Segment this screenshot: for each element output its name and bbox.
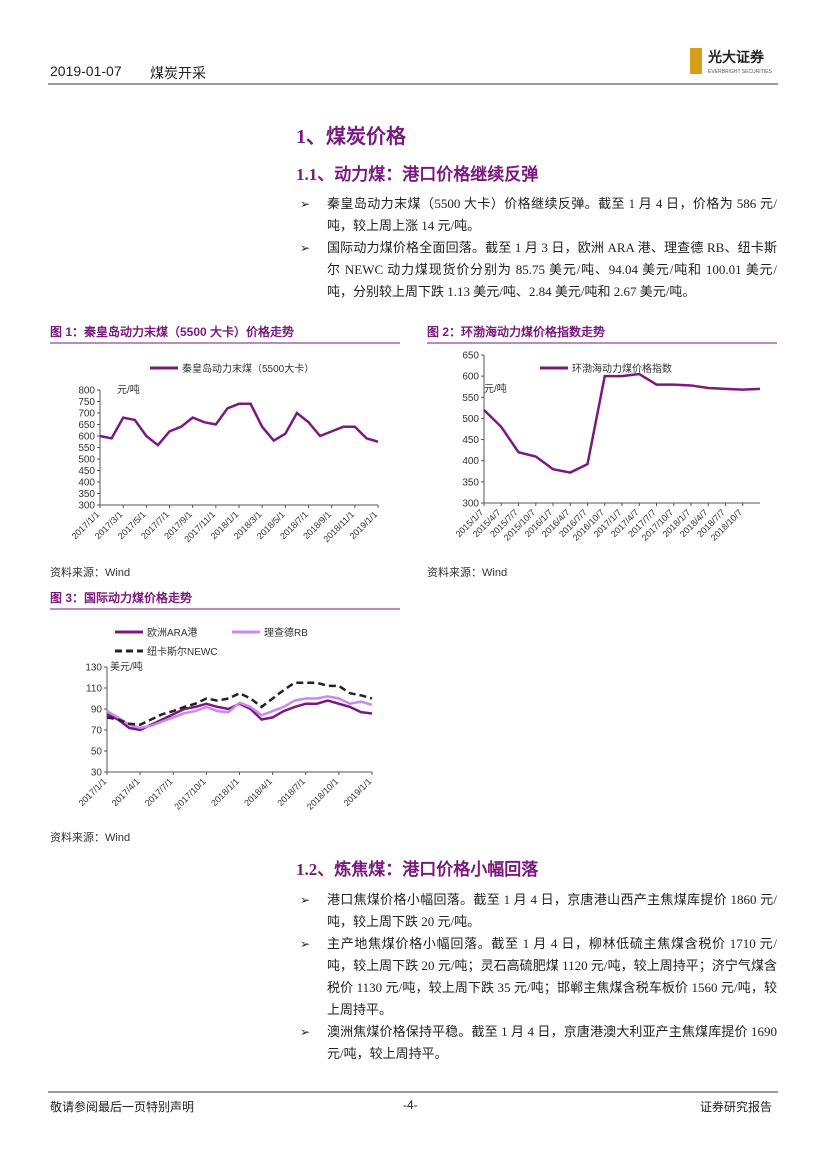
y-tick-label: 500 — [78, 455, 95, 466]
y-tick-label: 550 — [462, 393, 479, 404]
figure-title: 图 2：环渤海动力煤价格指数走势 — [427, 324, 605, 339]
y-tick-label: 130 — [85, 663, 102, 674]
y-tick-label: 90 — [91, 705, 103, 716]
footer-disclaimer: 敬请参阅最后一页特别声明 — [50, 1100, 195, 1114]
y-tick-label: 600 — [78, 432, 95, 443]
bullet: 澳洲焦煤价格保持平稳。截至 1 月 4 日，京唐港澳大利亚产主焦煤库提价 169… — [300, 1021, 777, 1065]
header-date: 2019-01-07 — [50, 63, 122, 79]
y-tick-label: 350 — [78, 489, 95, 500]
y-tick-label: 300 — [78, 501, 95, 512]
bullet: 秦皇岛动力末煤（5500 大卡）价格继续反弹。截至 1 月 4 日，价格为 58… — [300, 193, 777, 237]
y-tick-label: 70 — [91, 726, 103, 737]
y-tick-label: 30 — [91, 768, 103, 779]
y-tick-label: 500 — [462, 414, 479, 425]
x-tick-label: 2018/4/1 — [242, 776, 274, 808]
page-number: -4- — [403, 1098, 418, 1112]
bullet: 国际动力煤价格全面回落。截至 1 月 3 日，欧洲 ARA 港、理查德 RB、纽… — [300, 237, 777, 303]
legend-label: 环渤海动力煤价格指数 — [572, 362, 672, 375]
y-tick-label: 400 — [78, 478, 95, 489]
source-note: 资料来源：Wind — [50, 565, 130, 579]
y-tick-label: 300 — [462, 499, 479, 510]
brand: 光大证券 — [707, 49, 765, 65]
line-series — [106, 681, 373, 727]
y-tick-label: 350 — [462, 477, 479, 488]
figure-title: 图 1：秦皇岛动力末煤（5500 大卡）价格走势 — [50, 324, 294, 339]
x-tick-label: 2017/10/1 — [172, 776, 207, 811]
x-tick-label: 2017/7/1 — [143, 776, 175, 808]
bullet: 主产地焦煤价格小幅回落。截至 1 月 4 日，柳林低硫主焦煤含税价 1710 元… — [300, 933, 777, 1021]
line-series — [99, 402, 379, 447]
section-title: 1、煤炭价格 — [296, 126, 406, 148]
header-sector: 煤炭开采 — [150, 65, 206, 81]
legend-label: 秦皇岛动力末煤（5500大卡） — [182, 362, 314, 375]
line-series — [106, 695, 373, 730]
bullet-list: 港口焦煤价格小幅回落。截至 1 月 4 日，京唐港山西产主焦煤库提价 1860 … — [300, 889, 777, 1065]
y-tick-label: 550 — [78, 443, 95, 454]
footer-report: 证券研究报告 — [700, 1100, 773, 1114]
legend-label: 欧洲ARA港 — [147, 627, 198, 639]
x-tick-label: 2018/10/1 — [305, 776, 340, 811]
unit-label: 美元/吨 — [110, 660, 143, 673]
unit-label: 元/吨 — [117, 383, 140, 396]
x-tick-label: 2018/1/1 — [209, 776, 241, 808]
legend-label: 理查德RB — [264, 626, 308, 639]
logo-icon — [690, 48, 702, 74]
source-note: 资料来源：Wind — [427, 565, 507, 579]
x-tick-label: 2017/4/1 — [110, 776, 142, 808]
brand-en: EVERBRIGHT SECURITIES — [708, 69, 772, 75]
subsection-title: 1.2、炼焦煤：港口价格小幅回落 — [296, 860, 539, 879]
y-tick-label: 800 — [78, 386, 95, 397]
source-note: 资料来源：Wind — [50, 830, 130, 844]
y-tick-label: 450 — [78, 466, 95, 477]
unit-label: 元/吨 — [484, 382, 507, 395]
x-tick-label: 2019/1/1 — [342, 776, 374, 808]
legend-label: 纽卡斯尔NEWC — [147, 645, 218, 658]
y-tick-label: 50 — [91, 747, 103, 758]
line-series — [483, 372, 761, 474]
subsection-title: 1.1、动力煤：港口价格继续反弹 — [296, 165, 539, 184]
x-tick-label: 2017/1/1 — [77, 776, 109, 808]
y-tick-label: 750 — [78, 397, 95, 408]
y-tick-label: 400 — [462, 456, 479, 467]
figure-title: 图 3：国际动力煤价格走势 — [50, 590, 192, 605]
y-tick-label: 650 — [462, 351, 479, 362]
x-tick-label: 2018/7/1 — [275, 776, 307, 808]
bullet: 港口焦煤价格小幅回落。截至 1 月 4 日，京唐港山西产主焦煤库提价 1860 … — [300, 889, 777, 933]
y-tick-label: 110 — [86, 684, 102, 695]
y-tick-label: 600 — [462, 372, 479, 383]
y-tick-label: 650 — [78, 420, 95, 431]
y-tick-label: 450 — [462, 435, 479, 446]
bullet-list: 秦皇岛动力末煤（5500 大卡）价格继续反弹。截至 1 月 4 日，价格为 58… — [300, 193, 777, 303]
y-tick-label: 700 — [78, 409, 95, 420]
